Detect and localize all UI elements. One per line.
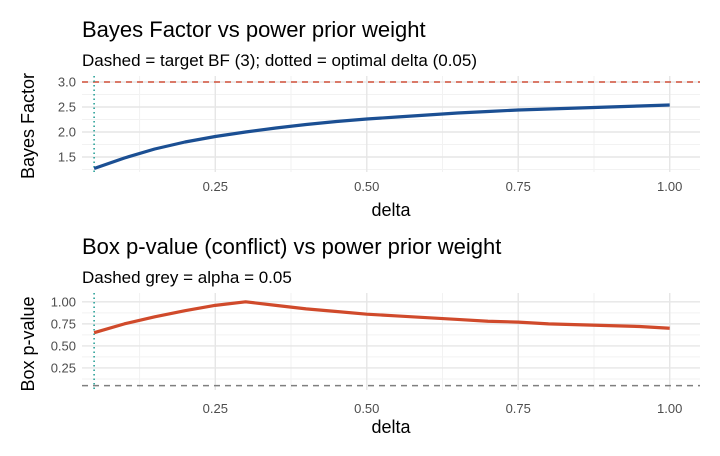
- pvalue-x-tick-label: 1.00: [657, 401, 682, 416]
- bf-x-axis-title: delta: [371, 200, 411, 220]
- pvalue-y-tick-label: 1.00: [51, 294, 76, 309]
- bf-x-tick-label: 0.25: [203, 179, 228, 194]
- pvalue-x-tick-label: 0.25: [203, 401, 228, 416]
- bf-y-tick-labels: 1.5 2.0 2.5 3.0: [58, 75, 76, 165]
- pvalue-y-axis-title: Box p-value: [18, 296, 38, 391]
- pvalue-y-tick-label: 0.25: [51, 360, 76, 375]
- pvalue-x-tick-label: 0.75: [506, 401, 531, 416]
- pvalue-chart-subtitle: Dashed grey = alpha = 0.05: [82, 268, 292, 287]
- bf-x-tick-label: 1.00: [657, 179, 682, 194]
- bf-reference-lines: [82, 76, 700, 172]
- bf-gridlines: [82, 76, 700, 172]
- pvalue-y-tick-labels: 0.25 0.50 0.75 1.00: [51, 294, 76, 375]
- bf-y-tick-label: 2.0: [58, 125, 76, 140]
- bf-y-axis-title: Bayes Factor: [18, 73, 38, 179]
- bf-y-tick-label: 2.5: [58, 100, 76, 115]
- pvalue-reference-lines: [82, 293, 700, 390]
- pvalue-panel: Box p-value (conflict) vs power prior we…: [18, 234, 700, 437]
- bf-series: [93, 103, 670, 171]
- pvalue-x-tick-labels: 0.25 0.50 0.75 1.00: [203, 401, 683, 416]
- pvalue-series: [93, 300, 670, 335]
- bf-x-tick-label: 0.50: [354, 179, 379, 194]
- bf-x-tick-labels: 0.25 0.50 0.75 1.00: [203, 179, 683, 194]
- pvalue-chart-title: Box p-value (conflict) vs power prior we…: [82, 234, 501, 259]
- pvalue-y-tick-label: 0.75: [51, 316, 76, 331]
- pvalue-y-tick-label: 0.50: [51, 338, 76, 353]
- pvalue-x-axis-title: delta: [371, 417, 411, 437]
- bf-chart-subtitle: Dashed = target BF (3); dotted = optimal…: [82, 51, 477, 70]
- bf-series-line: [93, 103, 670, 171]
- pvalue-series-line: [93, 300, 670, 335]
- bf-chart-title: Bayes Factor vs power prior weight: [82, 17, 426, 42]
- pvalue-gridlines: [82, 293, 700, 390]
- bf-y-tick-label: 1.5: [58, 150, 76, 165]
- bf-panel: Bayes Factor vs power prior weight Dashe…: [18, 17, 700, 220]
- pvalue-x-tick-label: 0.50: [354, 401, 379, 416]
- bf-x-tick-label: 0.75: [506, 179, 531, 194]
- bf-y-tick-label: 3.0: [58, 75, 76, 90]
